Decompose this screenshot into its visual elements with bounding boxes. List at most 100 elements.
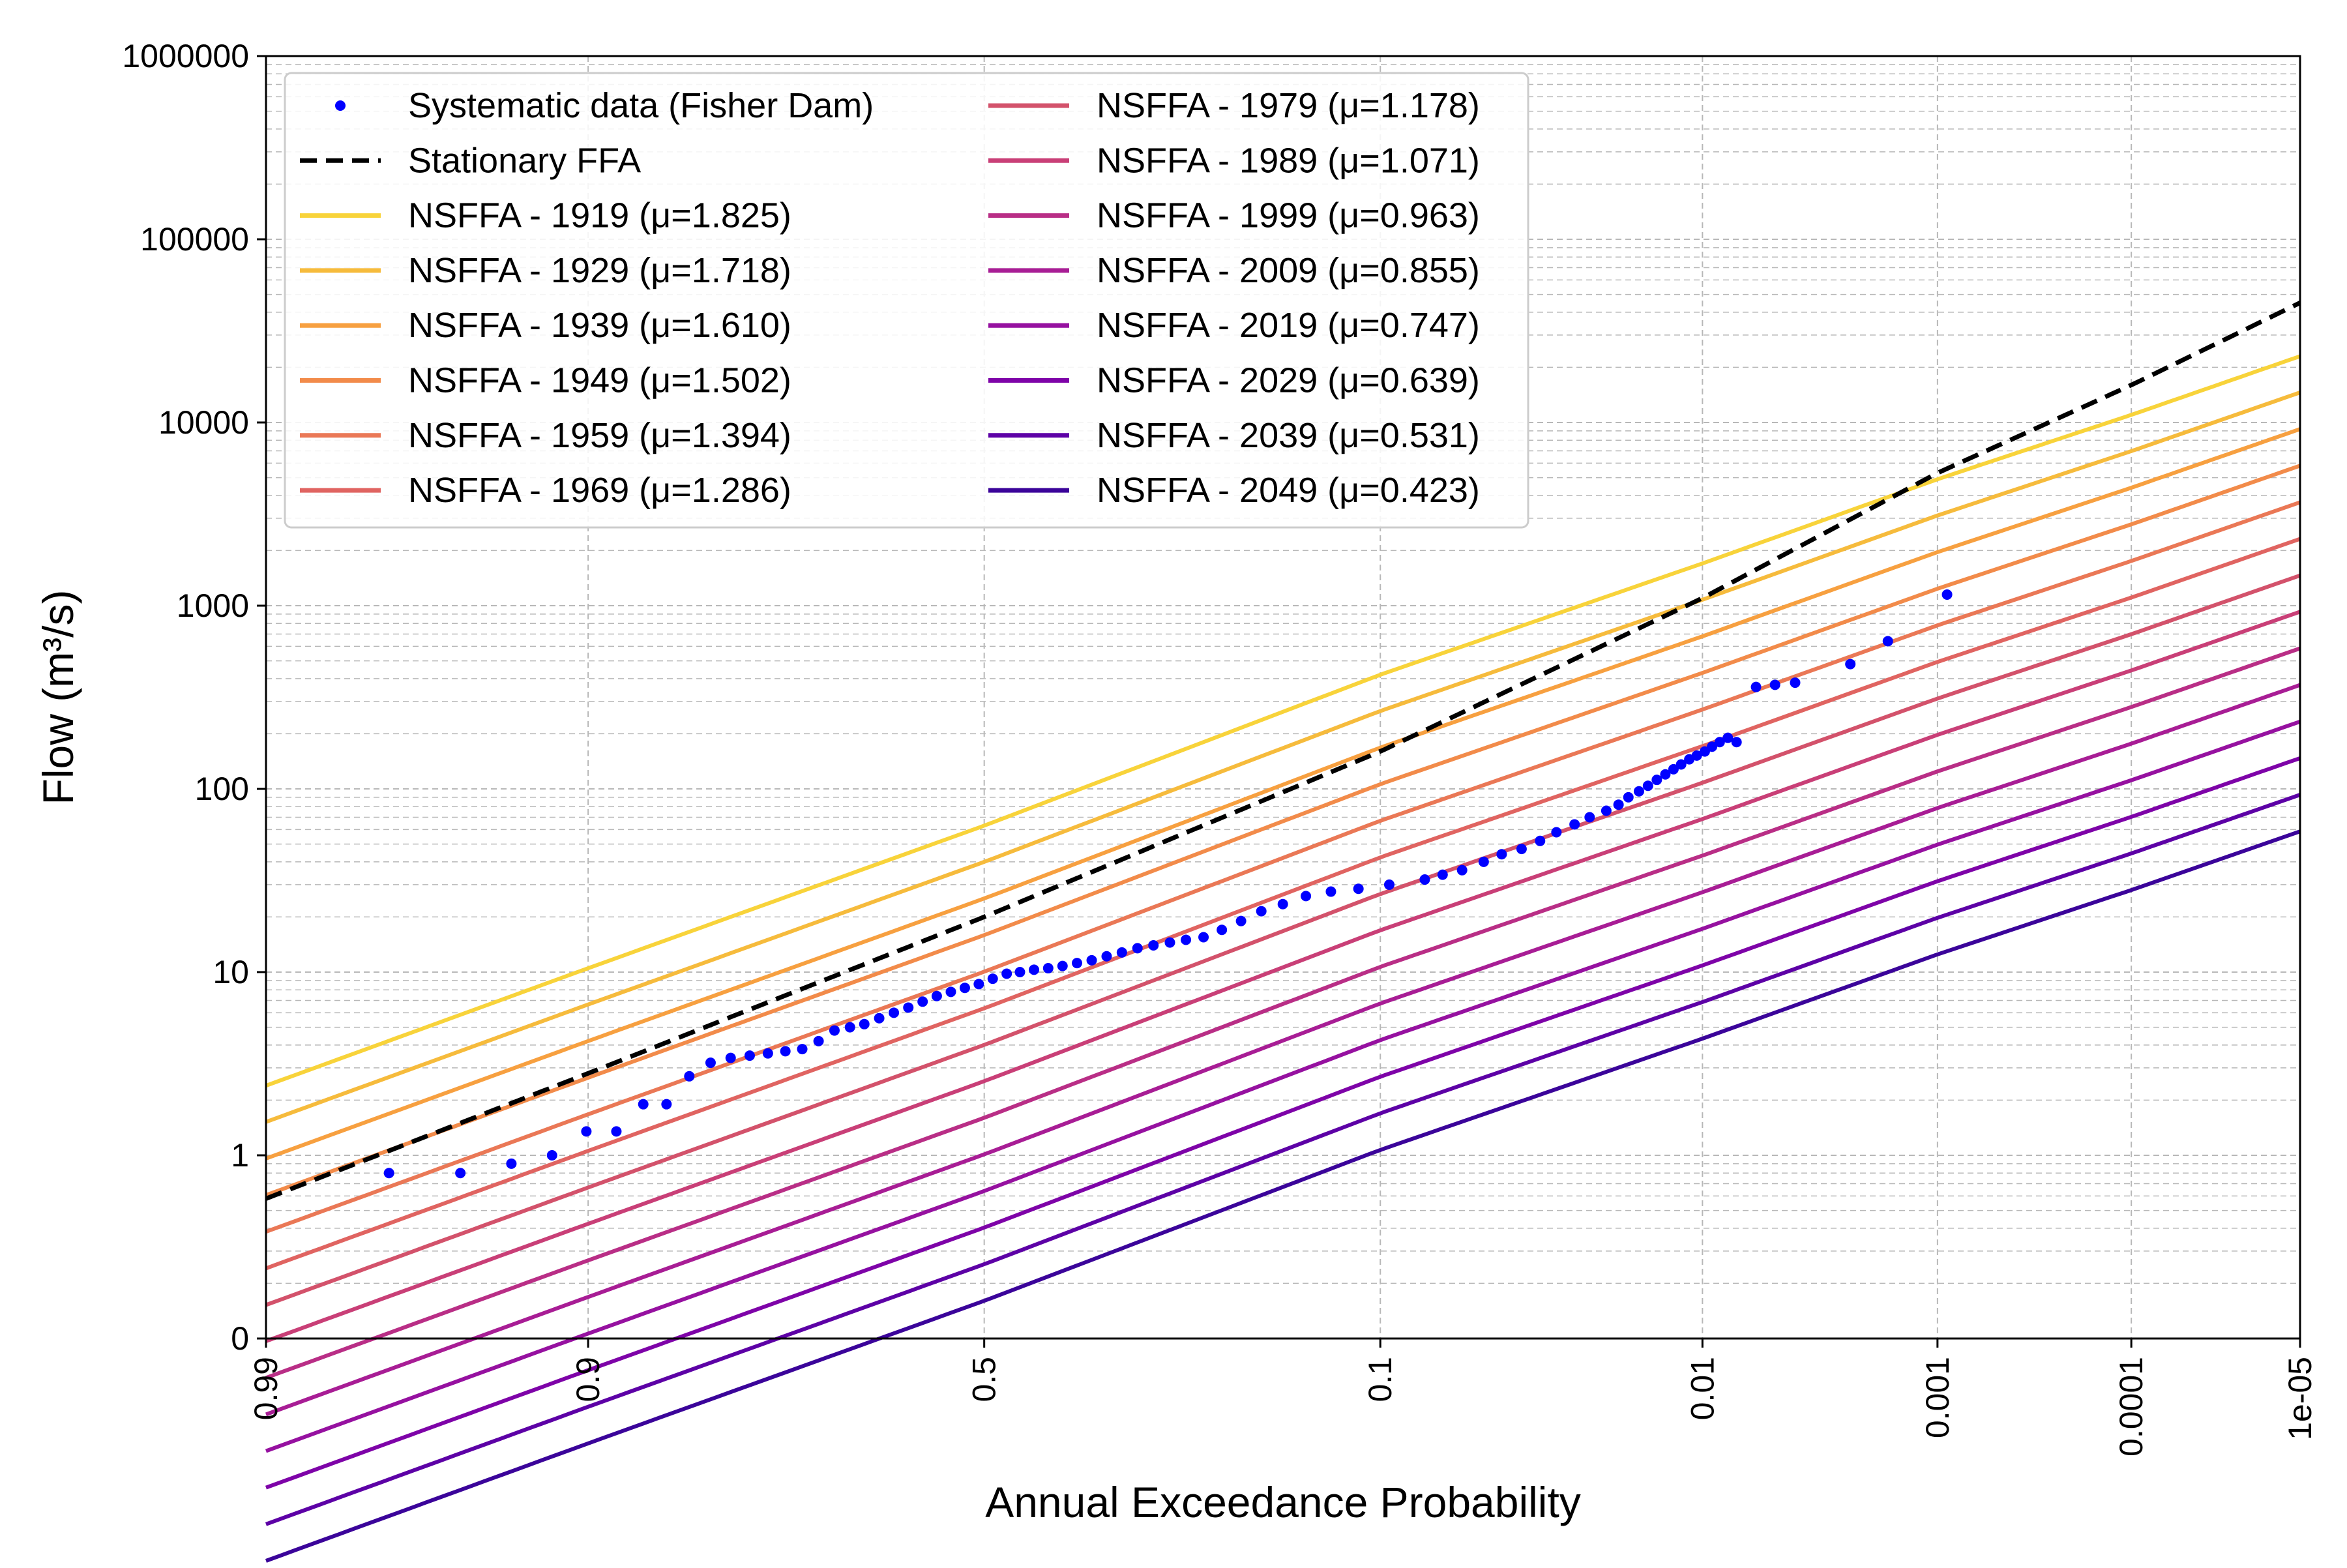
series-lines: [265, 301, 2301, 1563]
data-point: [1217, 925, 1228, 936]
data-point: [661, 1099, 672, 1110]
data-point: [889, 1007, 900, 1018]
data-point: [638, 1099, 649, 1110]
x-axis-title: Annual Exceedance Probability: [985, 1478, 1581, 1526]
data-point: [1437, 869, 1448, 880]
x-tick-label: 0.5: [966, 1357, 1003, 1402]
data-point: [1256, 906, 1267, 917]
data-point: [1001, 968, 1012, 979]
x-tick-label: 0.001: [1919, 1357, 1956, 1438]
legend-label: Stationary FFA: [408, 141, 641, 180]
y-tick-label: 10: [213, 954, 249, 990]
data-point: [581, 1126, 592, 1137]
data-point: [1116, 947, 1127, 958]
data-point: [1277, 898, 1288, 910]
data-point: [611, 1126, 622, 1137]
legend-box: [284, 72, 1529, 529]
data-point: [1516, 844, 1527, 855]
data-point: [1325, 886, 1336, 897]
y-tick-label: 1000000: [122, 38, 249, 74]
data-point: [1691, 750, 1702, 761]
y-tick-label: 1000: [177, 587, 249, 624]
data-point: [1535, 835, 1546, 846]
x-tick-label: 0.1: [1362, 1357, 1398, 1402]
data-point: [1569, 819, 1580, 830]
data-point: [1456, 865, 1468, 876]
data-point: [1478, 856, 1489, 867]
data-point: [1675, 759, 1687, 770]
data-point: [1845, 658, 1856, 670]
data-point: [1660, 769, 1671, 780]
data-point: [1383, 879, 1395, 890]
nsffa-series-line: [265, 354, 2301, 1088]
data-point: [1882, 636, 1893, 647]
nsffa-series-line: [265, 610, 2301, 1343]
legend-label: NSFFA - 1989 (μ=1.071): [1097, 141, 1480, 180]
data-point: [1301, 891, 1312, 902]
data-point: [1941, 589, 1953, 600]
stationary-ffa-line: [265, 301, 2301, 1201]
legend-label: NSFFA - 1939 (μ=1.610): [408, 306, 791, 345]
data-point: [844, 1022, 855, 1033]
plot-frame: [265, 55, 2301, 1340]
data-point: [903, 1002, 914, 1013]
data-point: [744, 1050, 755, 1061]
legend-label: NSFFA - 1959 (μ=1.394): [408, 416, 791, 455]
data-point: [1714, 737, 1725, 748]
data-point: [959, 983, 970, 994]
legend-label: NSFFA - 2029 (μ=0.639): [1097, 361, 1480, 400]
nsffa-series-line: [265, 537, 2301, 1271]
data-point: [780, 1046, 791, 1057]
data-point: [1651, 775, 1662, 786]
data-point: [859, 1018, 870, 1029]
y-tick-label: 1: [231, 1137, 249, 1174]
data-point: [1496, 849, 1507, 860]
nsffa-series-line: [265, 573, 2301, 1307]
data-point: [1633, 786, 1644, 797]
data-point: [762, 1048, 773, 1059]
y-tick-label: 10000: [158, 404, 249, 441]
data-point: [931, 990, 942, 1001]
data-point: [973, 979, 984, 990]
legend: Systematic data (Fisher Dam) Stationary F…: [284, 72, 1529, 529]
nsffa-series-line: [265, 719, 2301, 1453]
data-point: [1164, 937, 1175, 948]
data-point: [546, 1150, 557, 1161]
data-point: [506, 1158, 517, 1169]
data-point: [1551, 827, 1562, 838]
legend-label: NSFFA - 1999 (μ=0.963): [1097, 196, 1480, 235]
data-point: [1750, 681, 1762, 692]
legend-label: NSFFA - 1969 (μ=1.286): [408, 471, 791, 510]
data-point: [1148, 939, 1159, 951]
data-point: [1101, 951, 1112, 962]
nsffa-series-line: [265, 391, 2301, 1124]
data-point: [684, 1071, 695, 1082]
data-point: [1029, 964, 1040, 975]
legend-label: NSFFA - 1979 (μ=1.178): [1097, 86, 1480, 125]
nsffa-series-line: [265, 646, 2301, 1380]
y-tick-label: 100000: [140, 221, 249, 258]
legend-label: NSFFA - 2049 (μ=0.423): [1097, 471, 1480, 510]
data-point: [829, 1025, 840, 1036]
legend-label: NSFFA - 1919 (μ=1.825): [408, 196, 791, 235]
data-point: [874, 1013, 885, 1024]
data-point: [797, 1044, 808, 1055]
data-point: [1181, 934, 1192, 945]
nsffa-series-line: [265, 500, 2301, 1234]
data-point: [1042, 963, 1054, 974]
data-point: [383, 1168, 394, 1179]
legend-marker: [335, 100, 346, 111]
data-point: [1790, 677, 1801, 688]
data-point: [945, 986, 956, 998]
data-point: [1057, 960, 1068, 971]
nsffa-series-line: [265, 464, 2301, 1197]
data-point: [455, 1168, 466, 1179]
data-point: [1071, 958, 1082, 969]
legend-label: NSFFA - 2039 (μ=0.531): [1097, 416, 1480, 455]
legend-label: NSFFA - 1949 (μ=1.502): [408, 361, 791, 400]
nsffa-series-line: [265, 427, 2301, 1161]
data-point: [1419, 874, 1430, 885]
scatter-points: [383, 589, 1953, 1179]
